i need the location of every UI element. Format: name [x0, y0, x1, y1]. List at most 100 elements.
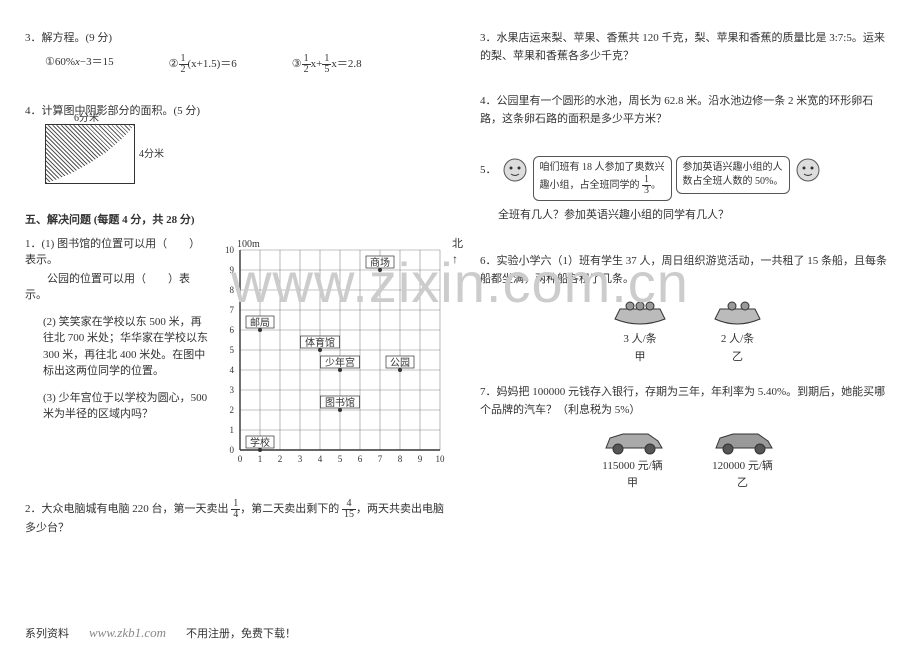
speech-bubble-right: 参加英语兴趣小组的人 数占全班人数的 50%。	[676, 156, 791, 194]
q5-number: 5．	[480, 156, 497, 180]
boat-b-capacity: 2 人/条	[710, 331, 765, 349]
boat-b-icon	[710, 294, 765, 329]
svg-text:0: 0	[238, 454, 243, 464]
svg-text:2: 2	[278, 454, 283, 464]
q7-text: 7．妈妈把 100000 元钱存入银行，存期为三年，年利率为 5.40%。到期后…	[480, 384, 895, 419]
question-r6-boats: 6．实验小学六（1）班有学生 37 人，周日组织游览活动，一共租了 15 条船，…	[480, 253, 895, 366]
eq3: ③12x+15x＝2.8	[292, 54, 362, 75]
boat-a-name: 甲	[610, 349, 670, 367]
question-3-equations: 3．解方程。(9 分) ①60%x−3＝15 ②12(x+1.5)＝6 ③12x…	[25, 30, 445, 75]
svg-text:3: 3	[298, 454, 303, 464]
eq2-pre: ②	[169, 58, 179, 70]
figure-label-right: 4分米	[139, 147, 164, 163]
car-b-name: 乙	[708, 475, 778, 493]
svg-text:公园: 公园	[390, 357, 410, 369]
girl-face-icon	[501, 156, 529, 184]
svg-text:5: 5	[230, 345, 235, 355]
north-arrow-icon: ↑	[452, 250, 458, 269]
eq3-n1: 1	[302, 54, 311, 65]
bubble-l-line2: 趣小组，占全班同学的	[540, 180, 643, 191]
car-b: 120000 元/辆 乙	[708, 426, 778, 493]
question-2-computers: 2．大众电脑城有电脑 220 台，第一天卖出 14，第二天卖出剩下的 415，两…	[25, 499, 445, 538]
footer-site: www.zkb1.com	[89, 625, 166, 641]
q2-d1: 4	[231, 510, 240, 520]
section-5-subquestions: 1．(1) 图书馆的位置可以用（ ）表示。 公园的位置可以用（ ）表示。 (2)…	[25, 236, 210, 433]
figure-label-top: 6分米	[74, 111, 99, 127]
bubble-l-line1: 咱们班有 18 人参加了奥数兴	[540, 162, 665, 173]
s5-1b: 公园的位置可以用（ ）表示。	[25, 271, 210, 304]
svg-text:4: 4	[230, 365, 235, 375]
svg-text:体育馆: 体育馆	[305, 336, 335, 349]
boat-a: 3 人/条 甲	[610, 294, 670, 366]
svg-text:3: 3	[230, 385, 235, 395]
bl-den: 3	[642, 186, 651, 196]
q2-pre: 2．大众电脑城有电脑 220 台，第一天卖出	[25, 503, 231, 515]
question-r7-cars: 7．妈妈把 100000 元钱存入银行，存期为三年，年利率为 5.40%。到期后…	[480, 384, 895, 492]
boat-a-icon	[610, 294, 670, 329]
left-column: 3．解方程。(9 分) ①60%x−3＝15 ②12(x+1.5)＝6 ③12x…	[25, 30, 445, 621]
eq2-den: 2	[179, 65, 188, 75]
grid-svg: 100m012345678910012345678910商场邮局体育馆少年宫公园…	[220, 236, 445, 471]
coordinate-grid-chart: 100m012345678910012345678910商场邮局体育馆少年宫公园…	[220, 236, 445, 471]
svg-text:1: 1	[258, 454, 263, 464]
eq3-pre: ③	[292, 58, 302, 70]
car-a-name: 甲	[598, 475, 668, 493]
footer-label: 系列资料	[25, 625, 69, 641]
footer-note: 不用注册，免费下载！	[186, 625, 296, 641]
q3-title: 3．解方程。(9 分)	[25, 30, 445, 48]
question-r5-class: 5． 咱们班有 18 人参加了奥数兴 趣小组，占全班同学的 13。 参加英语兴趣…	[480, 156, 895, 225]
car-a-price: 115000 元/辆	[598, 458, 668, 476]
equation-row: ①60%x−3＝15 ②12(x+1.5)＝6 ③12x+15x＝2.8	[25, 54, 445, 75]
car-a: 115000 元/辆 甲	[598, 426, 668, 493]
eq3-post: x＝2.8	[331, 58, 361, 70]
section-5-header: 五、解决问题 (每题 4 分，共 28 分)	[25, 212, 445, 230]
svg-text:图书馆: 图书馆	[325, 396, 355, 409]
svg-text:商场: 商场	[370, 256, 390, 269]
svg-text:0: 0	[230, 445, 235, 455]
svg-text:6: 6	[358, 454, 363, 464]
svg-text:9: 9	[418, 454, 423, 464]
q2-d2: 15	[342, 510, 356, 520]
eq1: ①60%x−3＝15	[45, 54, 114, 75]
svg-text:100m: 100m	[237, 239, 260, 250]
eq3-d1: 2	[302, 65, 311, 75]
s5-2: (2) 笑笑家在学校以东 500 米，再往北 700 米处；华华家在学校以东 3…	[25, 314, 210, 380]
svg-text:邮局: 邮局	[250, 316, 270, 329]
q6-text: 6．实验小学六（1）班有学生 37 人，周日组织游览活动，一共租了 15 条船，…	[480, 253, 895, 288]
question-r3-fruit: 3．水果店运来梨、苹果、香蕉共 120 千克，梨、苹果和香蕉的质量比是 3:7:…	[480, 30, 895, 65]
shaded-rectangle-figure: 6分米 4分米	[45, 124, 135, 184]
question-4-shaded-area: 4．计算图中阴影部分的面积。(5 分) 6分米 4分米	[25, 103, 445, 185]
speech-bubble-left: 咱们班有 18 人参加了奥数兴 趣小组，占全班同学的 13。	[533, 156, 672, 201]
eq1-post: −3＝15	[80, 56, 114, 68]
boy-face-icon	[794, 156, 822, 184]
svg-text:学校: 学校	[250, 436, 270, 449]
car-b-icon	[708, 426, 778, 456]
svg-text:8: 8	[398, 454, 403, 464]
s5-3: (3) 少年宫位于以学校为圆心，500 米为半径的区域内吗？	[25, 390, 210, 423]
eq2-post: (x+1.5)＝6	[188, 58, 237, 70]
car-b-price: 120000 元/辆	[708, 458, 778, 476]
svg-text:2: 2	[230, 405, 235, 415]
eq1-pre: ①60%	[45, 56, 75, 68]
svg-text:10: 10	[436, 454, 446, 464]
q5-ask: 全班有几人？参加英语兴趣小组的同学有几人？	[480, 207, 895, 225]
svg-text:5: 5	[338, 454, 343, 464]
right-column: 3．水果店运来梨、苹果、香蕉共 120 千克，梨、苹果和香蕉的质量比是 3:7:…	[480, 30, 895, 621]
s5-1a: 1．(1) 图书馆的位置可以用（ ）表示。	[25, 236, 210, 269]
q2-mid: ，第二天卖出剩下的	[240, 503, 342, 515]
bl-post: 。	[651, 180, 661, 191]
svg-text:9: 9	[230, 265, 235, 275]
car-a-icon	[598, 426, 668, 456]
bubble-r-line2: 数占全班人数的 50%。	[683, 176, 784, 187]
boat-a-capacity: 3 人/条	[610, 331, 670, 349]
bubble-r-line1: 参加英语兴趣小组的人	[683, 162, 783, 173]
eq2-num: 1	[179, 54, 188, 65]
page-footer: 系列资料 www.zkb1.com 不用注册，免费下载！	[25, 625, 296, 641]
svg-text:8: 8	[230, 285, 235, 295]
svg-text:1: 1	[230, 425, 235, 435]
svg-text:10: 10	[225, 245, 235, 255]
eq3-mid: x+	[311, 58, 323, 70]
shaded-region	[46, 125, 134, 183]
svg-text:4: 4	[318, 454, 323, 464]
boat-b: 2 人/条 乙	[710, 294, 765, 366]
